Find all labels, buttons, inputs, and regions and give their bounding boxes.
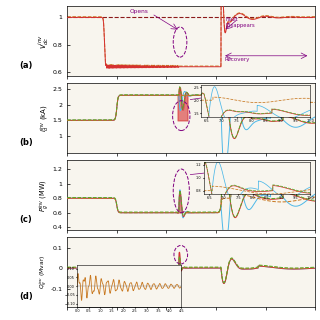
Text: (b): (b) [19,138,33,147]
Y-axis label: $P_g^{inv}$ (MW): $P_g^{inv}$ (MW) [38,179,52,212]
Text: Recovery: Recovery [225,57,250,62]
Text: Fault
Disappears: Fault Disappears [226,17,256,28]
Text: (c): (c) [19,215,32,224]
Y-axis label: $i_d^{inv}$ (kA): $i_d^{inv}$ (kA) [39,104,52,132]
Text: (d): (d) [19,292,33,301]
Text: (a): (a) [19,61,32,70]
Y-axis label: $v_{dc}^{inv}$: $v_{dc}^{inv}$ [36,34,51,49]
Text: Opens: Opens [129,9,148,13]
Y-axis label: $Q_g^{inv}$ (Mvar): $Q_g^{inv}$ (Mvar) [38,255,50,290]
